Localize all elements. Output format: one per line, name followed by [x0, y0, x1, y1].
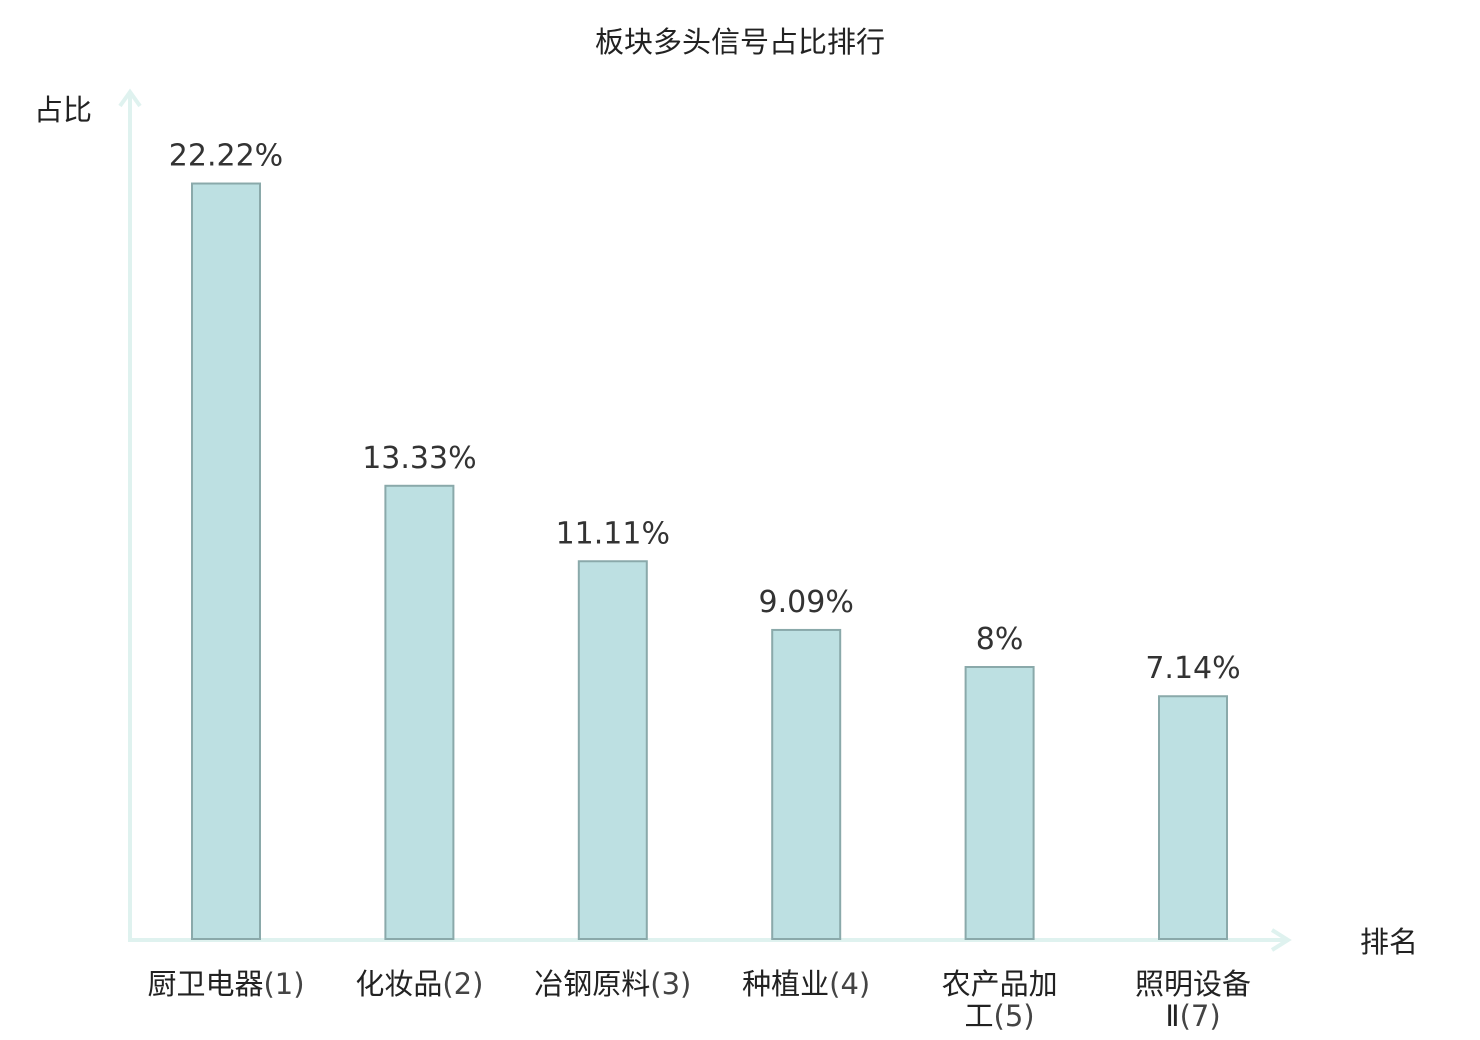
bar-4 [771, 628, 842, 940]
x-axis-label: 排名 [1360, 925, 1418, 959]
category-label-5: 农产品加工(5) [942, 967, 1058, 1033]
category-rank: (7) [1180, 999, 1221, 1033]
value-label-4: 9.09% [759, 585, 854, 620]
category-rank: (2) [442, 967, 483, 1001]
value-label-1: 22.22% [169, 139, 283, 174]
category-name-line: 种植业 [742, 967, 829, 1001]
bar-2 [384, 484, 455, 940]
x-axis [128, 928, 1292, 952]
value-label-2: 13.33% [362, 441, 476, 476]
category-name-line: Ⅱ [1165, 999, 1179, 1033]
value-label-3: 11.11% [556, 516, 670, 551]
category-label-4: 种植业(4) [742, 967, 870, 1001]
category-rank: (5) [994, 999, 1035, 1033]
bar-3 [577, 560, 648, 940]
category-name-line: 冶钢原料 [534, 967, 650, 1001]
bar-1 [191, 182, 261, 940]
category-name-line: 照明设备 [1135, 967, 1251, 1001]
x-axis-arrow [1270, 928, 1292, 952]
category-name-line: 工 [965, 999, 994, 1033]
value-label-5: 8% [976, 622, 1024, 657]
category-label-2: 化妆品(2) [355, 967, 483, 1001]
y-axis [118, 88, 142, 940]
category-name-line: 化妆品 [355, 967, 442, 1001]
category-label-6: 照明设备 Ⅱ(7) [1135, 967, 1251, 1033]
category-name-line: 农产品加 [942, 967, 1058, 1001]
bar-series: 22.22% 厨卫电器(1) 13.33% 化妆品(2) 11.11% 冶钢原料(3) 9.… [147, 139, 1251, 1033]
bar-6 [1158, 695, 1228, 940]
chart-title: 板块多头信号占比排行 [595, 25, 885, 59]
category-rank: (4) [829, 967, 870, 1001]
category-rank: (3) [650, 967, 691, 1001]
category-rank: (1) [263, 967, 304, 1001]
y-axis-arrow [118, 88, 142, 108]
bar-5 [964, 666, 1035, 940]
category-name-line: 厨卫电器 [147, 967, 263, 1001]
category-label-3: 冶钢原料(3) [534, 967, 691, 1001]
y-axis-label: 占比 [34, 93, 92, 127]
value-label-6: 7.14% [1145, 651, 1240, 686]
category-label-1: 厨卫电器(1) [147, 967, 304, 1001]
